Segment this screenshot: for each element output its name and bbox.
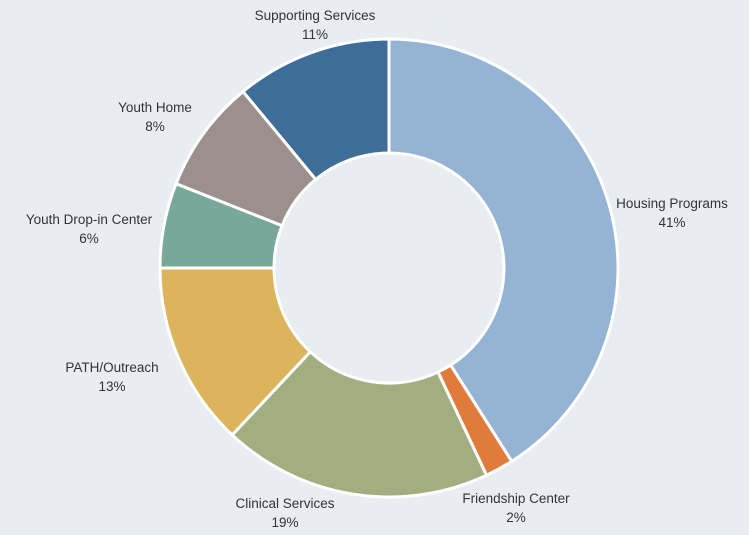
labels-group: Housing Programs 41% Friendship Center 2% Cl… xyxy=(26,8,728,530)
slice-value-friendship-center: 2% xyxy=(506,510,526,525)
slice-label-clinical-services: Clinical Services xyxy=(235,496,334,511)
slice-value-housing-programs: 41% xyxy=(658,215,685,230)
slice-label-supporting-services: Supporting Services xyxy=(255,8,376,23)
slice-label-friendship-center: Friendship Center xyxy=(462,491,570,506)
slice-value-clinical-services: 19% xyxy=(271,515,298,530)
slice-label-youth-drop-in-center: Youth Drop-in Center xyxy=(26,212,153,227)
slice-supporting-services xyxy=(240,37,391,182)
slice-clinical-services xyxy=(230,349,489,499)
slice-housing-programs xyxy=(387,37,620,464)
slice-value-youth-home: 8% xyxy=(145,119,165,134)
slice-label-housing-programs: Housing Programs xyxy=(616,196,728,211)
slice-value-supporting-services: 11% xyxy=(302,27,328,42)
slices-group xyxy=(158,37,620,499)
slice-value-path-outreach: 13% xyxy=(98,379,125,394)
slice-label-path-outreach: PATH/Outreach xyxy=(65,360,158,375)
slice-value-youth-drop-in-center: 6% xyxy=(79,231,99,246)
slice-label-youth-home: Youth Home xyxy=(118,100,192,115)
